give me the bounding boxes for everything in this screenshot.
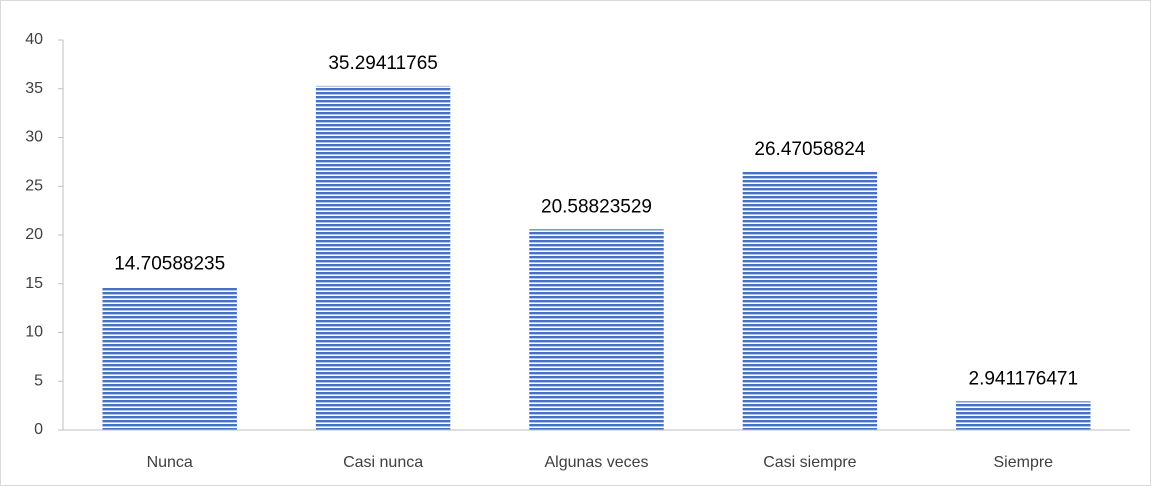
- x-tick-label: Casi nunca: [343, 454, 423, 471]
- data-label: 14.70588235: [114, 254, 225, 275]
- x-tick-label: Algunas veces: [544, 454, 648, 471]
- y-tick-label: 5: [34, 372, 43, 389]
- data-label: 35.29411765: [328, 53, 438, 74]
- y-tick-label: 35: [25, 80, 43, 97]
- data-label: 20.58823529: [541, 196, 652, 217]
- y-tick-label: 40: [25, 31, 43, 48]
- y-tick-label: 25: [25, 177, 43, 194]
- x-tick-label: Nunca: [147, 454, 193, 471]
- y-tick-label: 20: [25, 226, 43, 243]
- y-tick-label: 15: [25, 275, 43, 292]
- bar: [315, 85, 451, 430]
- bar: [102, 286, 237, 430]
- y-tick-label: 30: [25, 129, 43, 146]
- bar: [742, 171, 878, 431]
- x-tick-label: Siempre: [994, 454, 1054, 471]
- x-tick-label: Casi siempre: [763, 454, 856, 471]
- bar: [529, 229, 664, 430]
- bar: [956, 401, 1091, 430]
- y-tick-label: 0: [34, 421, 43, 438]
- y-tick-label: 10: [25, 324, 43, 341]
- data-label: 26.47058824: [754, 139, 865, 160]
- data-label: 2.941176471: [969, 368, 1079, 389]
